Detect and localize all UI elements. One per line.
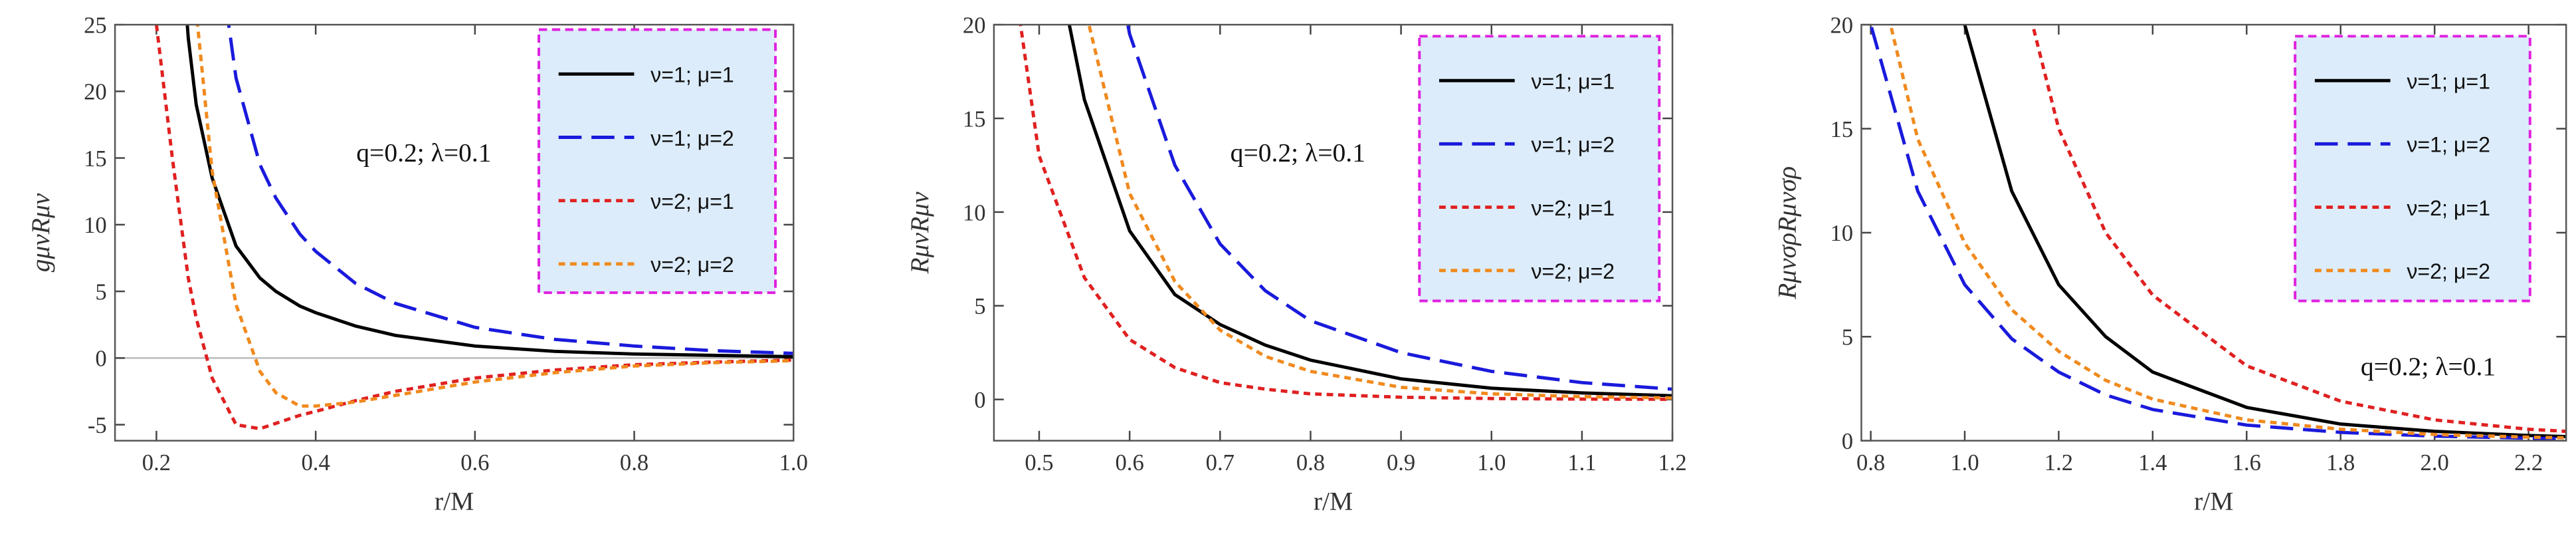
x-tick-label: 1.2 xyxy=(2044,450,2073,475)
x-tick-label: 0.8 xyxy=(1296,450,1325,475)
y-tick-label: 5 xyxy=(95,279,106,305)
y-tick-label: 5 xyxy=(974,294,985,319)
y-tick-label: 20 xyxy=(1830,13,1853,38)
y-tick-label: 0 xyxy=(974,388,985,413)
y-tick-label: 5 xyxy=(1842,325,1853,350)
y-tick-label: 15 xyxy=(1830,117,1853,142)
x-tick-label: 1.6 xyxy=(2232,450,2261,475)
legend-label: ν=1; μ=1 xyxy=(650,63,734,87)
x-tick-label: 1.1 xyxy=(1567,450,1596,475)
x-tick-label: 0.5 xyxy=(1025,450,1053,475)
y-axis-label: RμνRμν xyxy=(905,192,934,275)
annotation: q=0.2; λ=0.1 xyxy=(2361,352,2496,381)
curve xyxy=(1126,25,1673,391)
legend-label: ν=1; μ=2 xyxy=(650,126,734,150)
x-tick-label: 0.8 xyxy=(1856,450,1885,475)
curve xyxy=(1087,25,1673,400)
legend-label: ν=2; μ=1 xyxy=(650,190,734,213)
x-tick-label: 1.0 xyxy=(1477,450,1506,475)
curve xyxy=(185,25,794,358)
legend-label: ν=2; μ=2 xyxy=(2407,259,2490,283)
x-tick-label: 1.0 xyxy=(1950,450,1979,475)
x-axis-label: r/M xyxy=(1314,487,1353,516)
curve xyxy=(1067,25,1673,398)
y-tick-label: 0 xyxy=(1842,429,1853,454)
y-axis-label: RμνσρRμνσρ xyxy=(1773,166,1802,300)
legend-label: ν=2; μ=1 xyxy=(2407,196,2490,220)
x-tick-label: 1.4 xyxy=(2138,450,2167,475)
x-tick-label: 0.6 xyxy=(1116,450,1144,475)
x-tick-label: 0.8 xyxy=(620,450,648,475)
x-tick-label: 0.2 xyxy=(142,450,171,475)
y-tick-label: 15 xyxy=(963,106,986,132)
panel: 0.2 0.4 0.6 0.8 1.0 -5 0 5 10 15 20 25 r/M gμνRμν q=0.… xyxy=(26,13,808,516)
y-tick-label: 10 xyxy=(84,213,107,238)
panel: 0.8 1.0 1.2 1.4 1.6 1.8 2.0 2.2 0 5 10 15 20 r/M Rμνσρ… xyxy=(1773,13,2567,516)
curves xyxy=(1869,25,2567,441)
legend-label: ν=2; μ=2 xyxy=(1531,259,1615,283)
frame xyxy=(1860,23,2567,442)
x-tick-label: 0.4 xyxy=(301,450,330,475)
y-tick-label: 25 xyxy=(84,13,107,38)
frame xyxy=(114,23,795,442)
x-tick-label: 1.2 xyxy=(1658,450,1686,475)
x-tick-label: 1.8 xyxy=(2326,450,2355,475)
legend-label: ν=2; μ=2 xyxy=(650,253,734,277)
legend-label: ν=1; μ=1 xyxy=(1531,70,1615,94)
curves xyxy=(1019,25,1673,401)
curve xyxy=(1869,25,2567,441)
annotation: q=0.2; λ=0.1 xyxy=(356,138,491,167)
y-tick-label: 20 xyxy=(84,80,107,105)
curve xyxy=(1963,25,2567,438)
curve xyxy=(1019,25,1673,401)
y-tick-label: 10 xyxy=(1830,221,1853,246)
legend-label: ν=1; μ=1 xyxy=(2407,70,2490,94)
annotation: q=0.2; λ=0.1 xyxy=(1231,138,1365,167)
x-tick-label: 0.9 xyxy=(1387,450,1415,475)
frame xyxy=(993,23,1674,442)
y-tick-label: 15 xyxy=(84,146,107,172)
panel: 0.5 0.6 0.7 0.8 0.9 1.0 1.1 1.2 0 5 10 15 20 r/M RμνRμ… xyxy=(905,13,1687,516)
x-tick-label: 2.2 xyxy=(2514,450,2543,475)
curve xyxy=(195,25,794,408)
y-tick-label: 0 xyxy=(95,346,106,372)
curve xyxy=(1888,25,2567,440)
curves xyxy=(154,25,794,431)
x-axis-label: r/M xyxy=(435,487,474,516)
x-axis-label: r/M xyxy=(2194,487,2233,516)
legend-label: ν=2; μ=1 xyxy=(1531,196,1615,220)
y-tick-label: 10 xyxy=(963,200,986,225)
legend: ν=1; μ=1 ν=1; μ=2 ν=2; μ=1 ν=2; μ=2 xyxy=(2294,35,2531,303)
legend: ν=1; μ=1 ν=1; μ=2 ν=2; μ=1 ν=2; μ=2 xyxy=(1418,35,1661,303)
legend-label: ν=1; μ=2 xyxy=(2407,133,2490,157)
x-tick-label: 0.6 xyxy=(460,450,489,475)
x-tick-label: 2.0 xyxy=(2421,450,2449,475)
x-tick-label: 0.7 xyxy=(1206,450,1235,475)
x-tick-label: 1.0 xyxy=(779,450,808,475)
legend-label: ν=1; μ=2 xyxy=(1531,133,1615,157)
curve xyxy=(227,25,794,355)
legend: ν=1; μ=1 ν=1; μ=2 ν=2; μ=1 ν=2; μ=2 xyxy=(538,28,777,295)
curve xyxy=(154,25,794,431)
y-tick-label: -5 xyxy=(88,413,107,438)
y-tick-label: 20 xyxy=(963,13,986,38)
y-axis-label: gμνRμν xyxy=(26,193,55,272)
